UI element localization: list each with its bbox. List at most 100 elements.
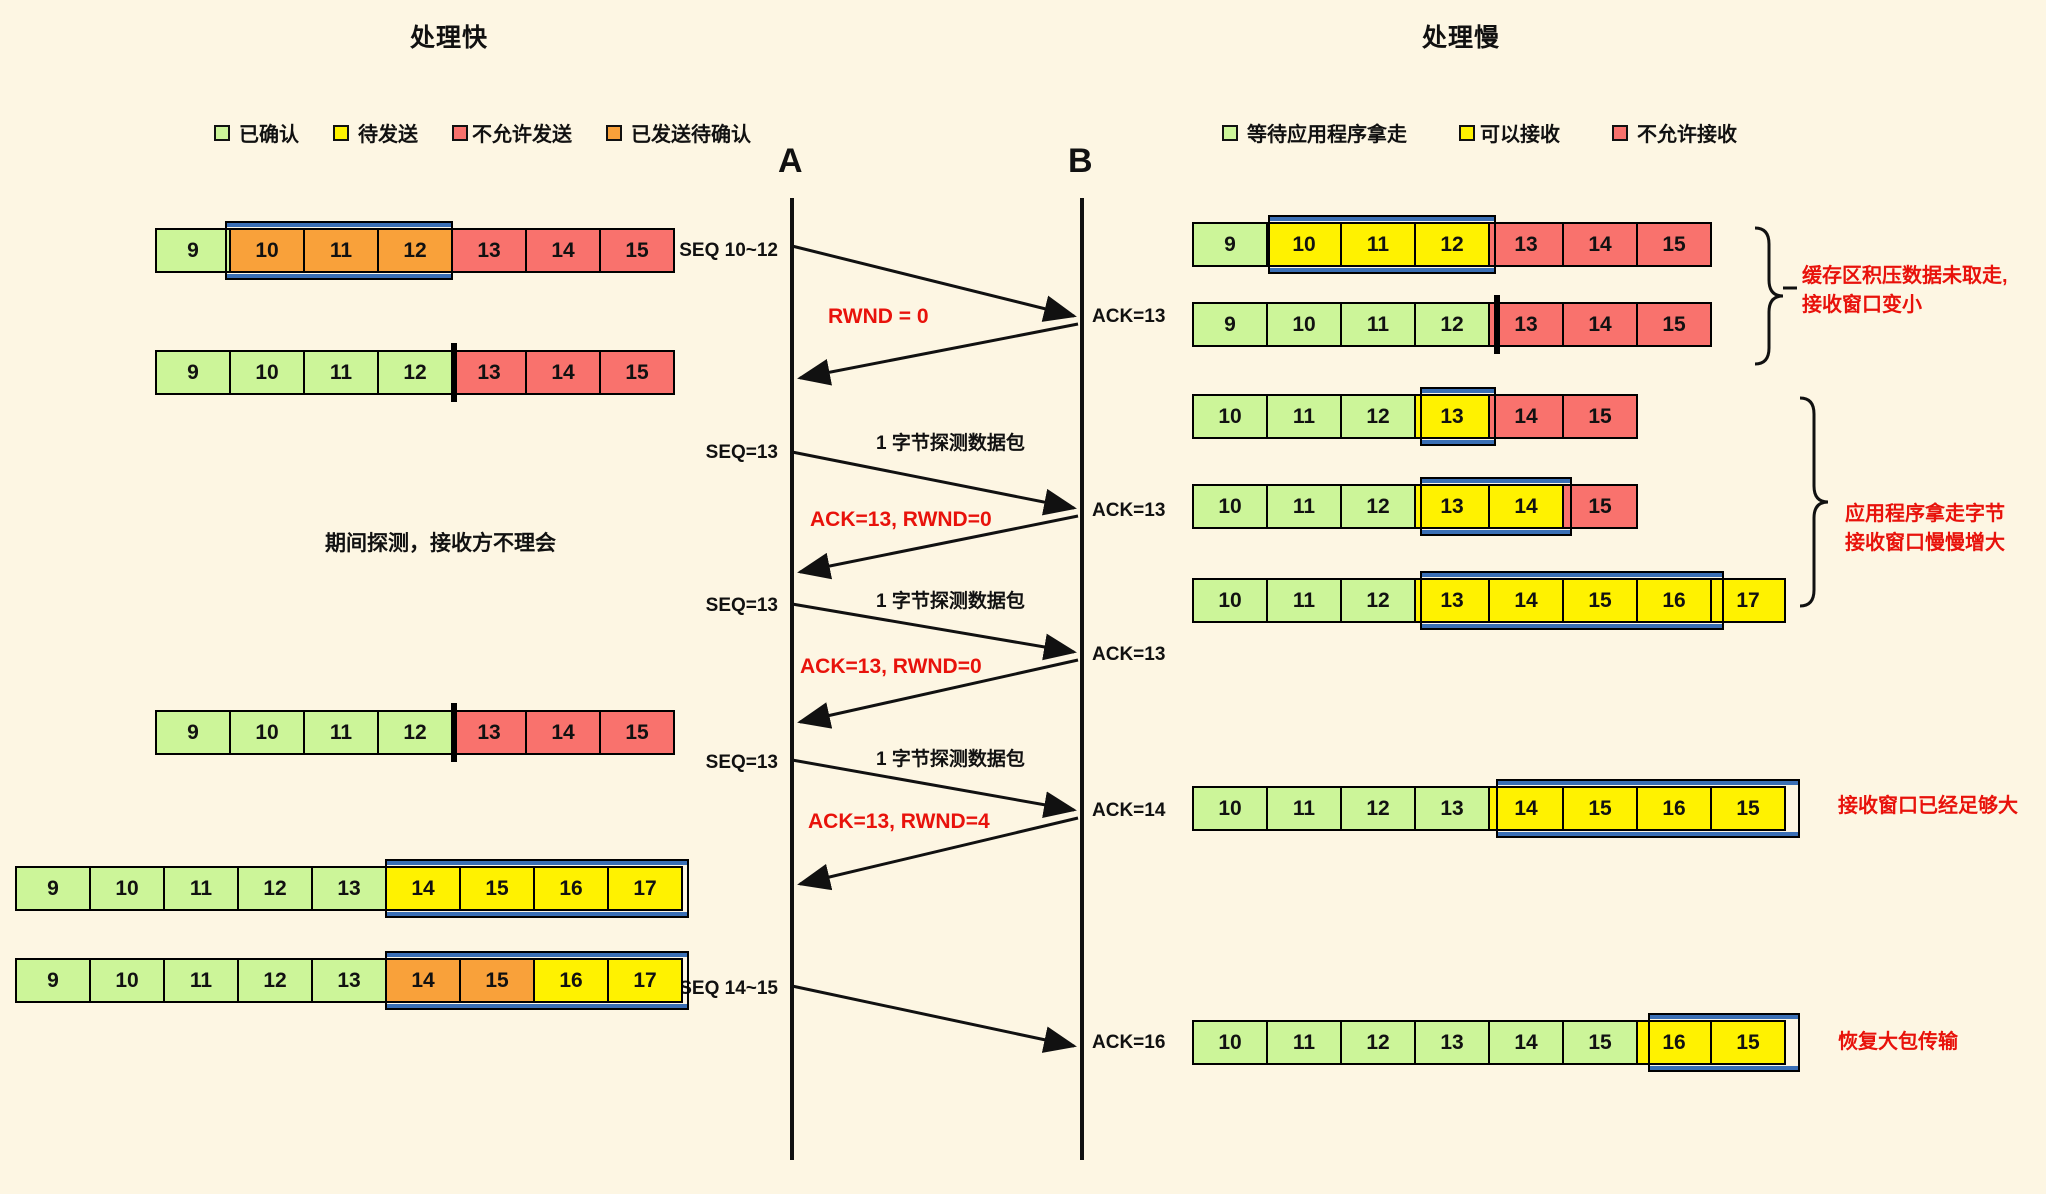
window-cell: 15 <box>1562 578 1638 623</box>
seq-label-4: SEQ=13 <box>705 752 778 773</box>
window-cell: 10 <box>229 228 305 273</box>
window-cell: 17 <box>607 866 683 911</box>
window-cell: 14 <box>385 958 461 1003</box>
window-cell: 13 <box>451 350 527 395</box>
window-cell: 10 <box>1192 786 1268 831</box>
annotation-resume: 恢复大包传输 <box>1838 1031 1958 1053</box>
window-cell: 15 <box>599 228 675 273</box>
window-cell: 11 <box>1266 1020 1342 1065</box>
receiver-row-7: 10 11 12 13 14 15 16 15 <box>1192 1013 1800 1072</box>
window-cell: 9 <box>155 228 231 273</box>
window-cell: 12 <box>1340 484 1416 529</box>
window-cell: 11 <box>1340 302 1416 347</box>
legend-swatch-yellow-icon <box>333 124 349 141</box>
window-cell: 9 <box>155 710 231 755</box>
seq-label-2: SEQ=13 <box>705 442 778 463</box>
window-cell: 11 <box>1266 484 1342 529</box>
window-cell: 14 <box>1488 578 1564 623</box>
receiver-row-2: 9 10 11 12 13 14 15 <box>1192 295 1712 354</box>
annotation-window-big: 接收窗口已经足够大 <box>1838 795 2018 817</box>
node-a-label: A <box>778 142 803 180</box>
annotation-line-1: 缓存区积压数据未取走, <box>1802 265 2008 287</box>
sender-row-1: 9 10 11 12 13 14 15 <box>155 221 675 280</box>
window-cell: 14 <box>1488 484 1564 529</box>
window-cell: 13 <box>1414 484 1490 529</box>
window-cell: 13 <box>451 228 527 273</box>
ack-label-1: ACK=13 <box>1092 306 1166 327</box>
legend-item-r0: 等待应用程序拿走 <box>1222 118 1407 147</box>
window-cell: 12 <box>237 958 313 1003</box>
window-cell: 12 <box>1340 394 1416 439</box>
seq-label-5: SEQ 14~15 <box>679 978 778 999</box>
window-cell: 15 <box>1562 786 1638 831</box>
window-cell: 16 <box>533 958 609 1003</box>
legend-swatch-green-icon <box>1222 124 1238 141</box>
window-cell: 17 <box>607 958 683 1003</box>
window-cell: 13 <box>1488 302 1564 347</box>
window-cell: 9 <box>155 350 231 395</box>
window-cell: 10 <box>1266 302 1342 347</box>
window-cell: 9 <box>1192 302 1268 347</box>
legend-label-3: 已发送待确认 <box>631 124 751 146</box>
window-cell: 14 <box>1488 394 1564 439</box>
legend-item-3: 已发送待确认 <box>606 118 751 147</box>
legend-sender: 已确认 待发送 不允许发送 已发送待确认 <box>214 118 751 147</box>
left-side-title: 处理快 <box>410 24 489 52</box>
ack-label-5: ACK=16 <box>1092 1032 1166 1053</box>
window-cell: 12 <box>237 866 313 911</box>
legend-swatch-red-icon <box>1612 124 1628 141</box>
window-cell: 11 <box>1266 578 1342 623</box>
right-side-title: 处理慢 <box>1422 24 1501 52</box>
window-cell: 12 <box>1414 222 1490 267</box>
window-cell: 14 <box>385 866 461 911</box>
legend-item-1: 待发送 <box>333 118 418 147</box>
window-cell: 15 <box>1636 302 1712 347</box>
legend-label-r2: 不允许接收 <box>1637 124 1737 146</box>
send-label-4: 1 字节探测数据包 <box>876 749 1025 770</box>
window-cell: 13 <box>311 866 387 911</box>
window-cell: 14 <box>525 710 601 755</box>
seq-label-3: SEQ=13 <box>705 595 778 616</box>
timeline-axis-b <box>1080 198 1084 1160</box>
sender-row-2: 9 10 11 12 13 14 15 <box>155 343 675 402</box>
window-cell: 10 <box>1192 578 1268 623</box>
window-cell: 15 <box>1562 1020 1638 1065</box>
reply-label-1: RWND = 0 <box>828 305 929 328</box>
window-cell: 10 <box>229 350 305 395</box>
legend-swatch-yellow-icon <box>1459 124 1475 141</box>
window-cell: 15 <box>459 866 535 911</box>
legend-swatch-green-icon <box>214 124 230 141</box>
reply-label-4: ACK=13, RWND=4 <box>808 810 990 833</box>
window-cell: 14 <box>1562 222 1638 267</box>
window-cell: 15 <box>1636 222 1712 267</box>
window-cell: 16 <box>1636 786 1712 831</box>
window-cell: 11 <box>163 866 239 911</box>
window-cell: 11 <box>303 710 379 755</box>
window-cell: 12 <box>377 710 453 755</box>
receiver-row-4: 10 11 12 13 14 15 <box>1192 477 1638 536</box>
window-cell: 10 <box>1192 394 1268 439</box>
window-cell: 14 <box>1488 1020 1564 1065</box>
window-cell: 11 <box>1266 786 1342 831</box>
window-cell: 10 <box>229 710 305 755</box>
window-cell: 13 <box>1414 1020 1490 1065</box>
ack-label-3: ACK=13 <box>1092 644 1166 665</box>
window-cell: 12 <box>1340 786 1416 831</box>
reply-label-3: ACK=13, RWND=0 <box>800 655 982 678</box>
window-cell: 12 <box>1340 578 1416 623</box>
legend-item-r2: 不允许接收 <box>1612 118 1737 147</box>
zero-window-marker <box>1494 295 1500 354</box>
window-cell: 11 <box>163 958 239 1003</box>
annotation-window-growing: 应用程序拿走字节 接收窗口慢慢增大 <box>1845 500 2005 558</box>
legend-label-1: 待发送 <box>358 124 418 146</box>
window-cell: 12 <box>377 228 453 273</box>
window-cell: 9 <box>15 866 91 911</box>
ack-label-2: ACK=13 <box>1092 500 1166 521</box>
center-note: 期间探测，接收方不理会 <box>325 532 556 555</box>
legend-swatch-orange-icon <box>606 124 622 141</box>
send-label-3: 1 字节探测数据包 <box>876 591 1025 612</box>
window-cell: 10 <box>1192 484 1268 529</box>
legend-item-2: 不允许发送 <box>452 118 572 147</box>
node-b-label: B <box>1068 142 1093 180</box>
annotation-line-1: 应用程序拿走字节 <box>1845 503 2005 525</box>
